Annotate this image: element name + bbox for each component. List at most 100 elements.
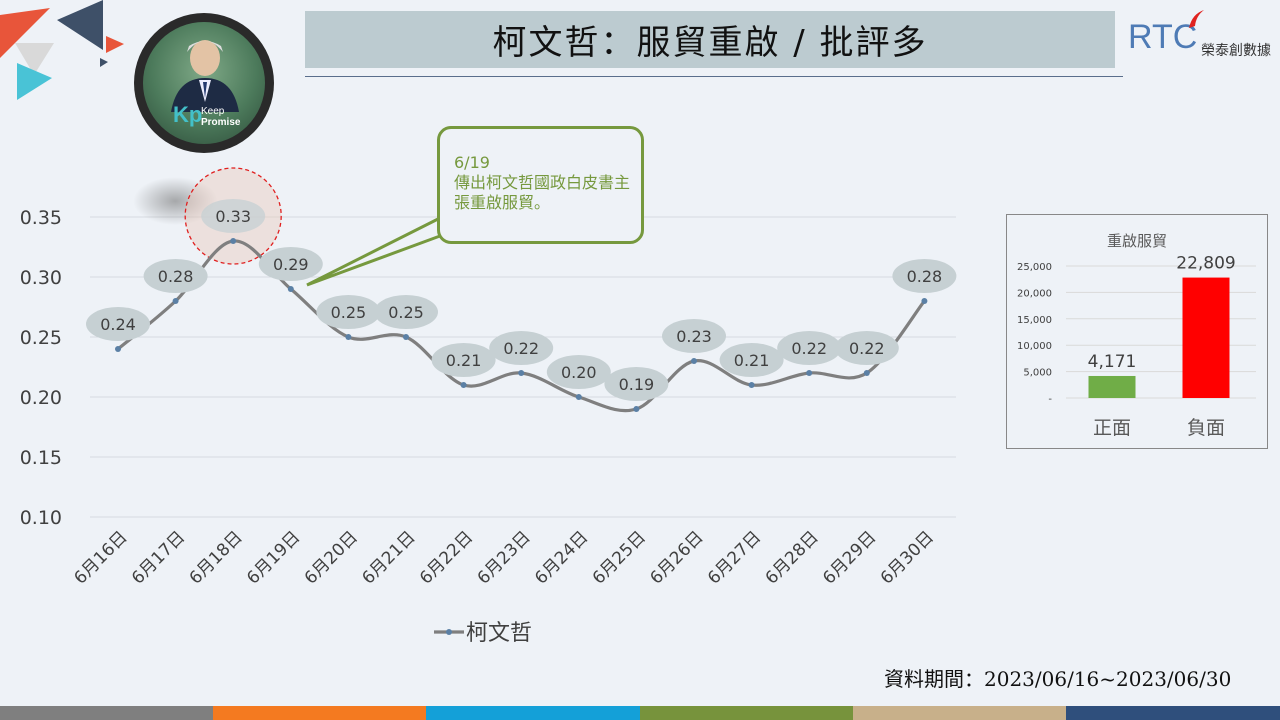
x-tick-label: 6月25日 — [589, 527, 650, 588]
data-label-bubble — [546, 355, 611, 389]
bar-y-tick-label: 5,000 — [1023, 368, 1052, 379]
callout-pointer — [306, 215, 442, 287]
kp-logo-letters: Kp — [173, 102, 203, 127]
brand-swoosh-icon — [1189, 10, 1204, 28]
data-point — [230, 238, 237, 244]
data-label-bubble — [86, 307, 150, 341]
footer-band-blue — [426, 706, 640, 720]
peak-shadow — [133, 177, 218, 225]
y-tick-label: 0.30 — [20, 267, 62, 289]
sentiment-bar-chart-plot: 重啟服貿 - 5,000 10,000 15,000 20,000 25,000 4,171 正… — [1017, 232, 1256, 439]
title-banner: 柯文哲：服貿重啟 / 批評多 — [305, 11, 1115, 68]
data-label: 0.22 — [849, 339, 885, 358]
callout-text: 傳出柯文哲國政白皮書主張重啟服貿。 — [454, 173, 631, 212]
data-point — [403, 334, 409, 340]
brand-logo: RTC — [1128, 18, 1198, 56]
page-title: 柯文哲：服貿重啟 / 批評多 — [492, 23, 928, 63]
data-point — [691, 358, 697, 364]
footer-band-navy — [1066, 706, 1280, 720]
footer-band-orange — [213, 706, 426, 720]
x-tick-label: 6月30日 — [877, 527, 938, 588]
footer-band-green — [640, 706, 853, 720]
y-tick-label: 0.35 — [20, 207, 62, 229]
data-label-bubble — [777, 331, 842, 365]
legend-marker — [446, 629, 452, 635]
kp-logo-text: Keep Promise — [201, 106, 241, 128]
data-label-bubble — [489, 331, 554, 365]
brand-subtitle: 榮泰創數據 — [1201, 43, 1271, 59]
x-tick-label: 6月19日 — [243, 527, 304, 588]
x-tick-label: 6月17日 — [128, 527, 189, 588]
data-label-bubble — [834, 331, 899, 365]
data-label-bubble — [143, 259, 208, 293]
data-label: 0.28 — [907, 267, 943, 286]
data-label-bubble — [892, 259, 957, 293]
data-label-bubble — [258, 247, 323, 281]
data-point — [863, 370, 870, 376]
y-tick-label: 0.10 — [20, 507, 62, 529]
bar-y-tick-label: 10,000 — [1017, 341, 1052, 352]
footer-band-tan — [853, 706, 1066, 720]
annotation-callout: 6/19 傳出柯文哲國政白皮書主張重啟服貿。 — [437, 126, 644, 244]
bar-y-tick-label: 25,000 — [1017, 262, 1052, 273]
data-point — [518, 370, 525, 376]
bar-category-label: 負面 — [1187, 417, 1225, 439]
data-label: 0.29 — [273, 255, 309, 274]
data-label: 0.20 — [561, 363, 597, 382]
bar-正面 — [1088, 375, 1136, 398]
data-point — [460, 382, 467, 388]
corner-decoration — [0, 0, 124, 100]
bar-data-label: 22,809 — [1176, 254, 1235, 274]
data-label: 0.25 — [388, 303, 424, 322]
x-tick-label: 6月18日 — [186, 527, 247, 588]
x-tick-label: 6月22日 — [416, 527, 477, 588]
x-tick-label: 6月23日 — [474, 527, 535, 588]
x-tick-label: 6月20日 — [301, 527, 362, 588]
data-label: 0.33 — [215, 207, 251, 226]
bar-category-label: 正面 — [1093, 417, 1131, 439]
x-tick-label: 6月29日 — [819, 527, 880, 588]
data-point — [921, 298, 928, 304]
x-tick-label: 6月24日 — [531, 527, 592, 588]
bar-chart-title: 重啟服貿 — [1107, 232, 1167, 250]
data-label-bubble — [719, 343, 784, 377]
data-label: 0.25 — [331, 303, 367, 322]
data-point — [633, 406, 640, 412]
avatar: Kp Keep Promise — [134, 13, 274, 153]
x-tick-label: 6月21日 — [358, 527, 419, 588]
data-point — [748, 382, 755, 388]
bar-data-label: 4,171 — [1088, 352, 1137, 372]
data-label: 0.21 — [734, 351, 770, 370]
data-label: 0.23 — [676, 327, 712, 346]
legend-label: 柯文哲 — [466, 621, 532, 646]
bar-y-tick-label: 20,000 — [1017, 288, 1052, 299]
y-tick-label: 0.20 — [20, 387, 62, 409]
data-label: 0.22 — [503, 339, 539, 358]
x-tick-label: 6月26日 — [646, 527, 707, 588]
data-label-bubble — [604, 367, 669, 401]
data-label-bubble — [201, 199, 266, 233]
data-label: 0.24 — [100, 315, 136, 334]
data-point — [287, 286, 294, 292]
data-label: 0.21 — [446, 351, 482, 370]
bar-負面 — [1182, 277, 1230, 398]
data-label: 0.22 — [791, 339, 827, 358]
data-point — [575, 394, 582, 400]
series-line-柯文哲 — [116, 239, 926, 413]
data-point — [172, 298, 179, 304]
data-label: 0.19 — [619, 375, 655, 394]
portrait-icon — [171, 40, 239, 112]
data-point — [806, 370, 813, 376]
x-tick-label: 6月27日 — [704, 527, 765, 588]
data-label-bubble — [374, 295, 438, 329]
y-tick-label: 0.15 — [20, 447, 62, 469]
footer-band-gray — [0, 706, 213, 720]
data-label: 0.28 — [158, 267, 194, 286]
data-point — [115, 346, 121, 352]
bar-y-tick-label: - — [1048, 394, 1052, 405]
data-label-bubble — [316, 295, 381, 329]
data-label-bubble — [431, 343, 496, 377]
data-label-bubble — [662, 319, 726, 353]
bar-y-tick-label: 15,000 — [1017, 315, 1052, 326]
